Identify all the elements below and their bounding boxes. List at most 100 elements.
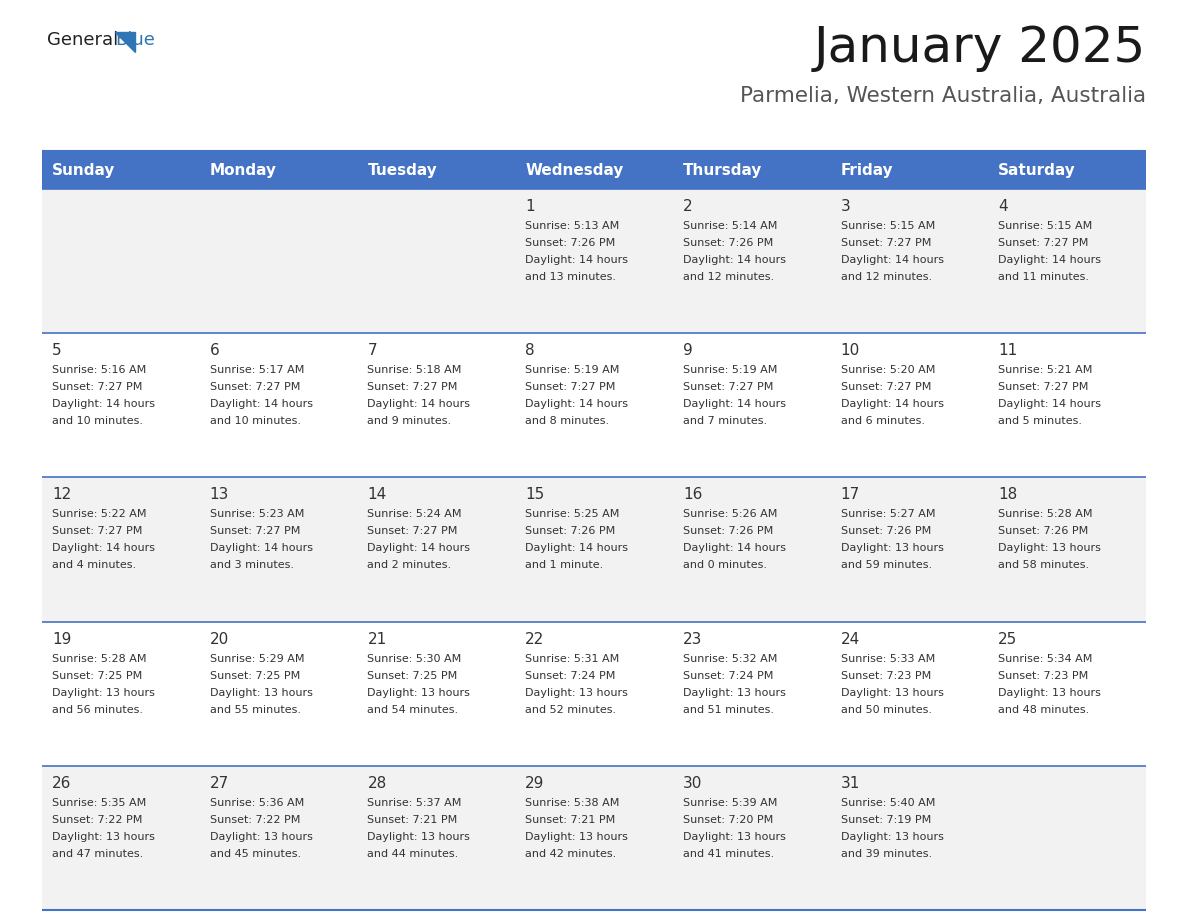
- Text: Sunset: 7:25 PM: Sunset: 7:25 PM: [210, 671, 299, 680]
- Text: Sunset: 7:21 PM: Sunset: 7:21 PM: [367, 815, 457, 824]
- Text: Daylight: 14 hours: Daylight: 14 hours: [52, 543, 154, 554]
- Text: Blue: Blue: [115, 31, 154, 49]
- Text: 8: 8: [525, 343, 535, 358]
- Text: and 3 minutes.: and 3 minutes.: [210, 560, 293, 570]
- Text: Sunset: 7:27 PM: Sunset: 7:27 PM: [52, 382, 143, 392]
- Text: Sunset: 7:26 PM: Sunset: 7:26 PM: [683, 526, 773, 536]
- Text: 10: 10: [841, 343, 860, 358]
- Text: Tuesday: Tuesday: [367, 162, 437, 177]
- Text: 18: 18: [998, 487, 1018, 502]
- Text: Friday: Friday: [841, 162, 893, 177]
- Text: Daylight: 13 hours: Daylight: 13 hours: [841, 832, 943, 842]
- Text: Sunrise: 5:33 AM: Sunrise: 5:33 AM: [841, 654, 935, 664]
- Text: Daylight: 13 hours: Daylight: 13 hours: [52, 688, 154, 698]
- Text: Sunrise: 5:40 AM: Sunrise: 5:40 AM: [841, 798, 935, 808]
- Text: 14: 14: [367, 487, 386, 502]
- Text: and 48 minutes.: and 48 minutes.: [998, 705, 1089, 714]
- Text: 3: 3: [841, 199, 851, 214]
- Text: and 51 minutes.: and 51 minutes.: [683, 705, 773, 714]
- Text: Sunset: 7:26 PM: Sunset: 7:26 PM: [998, 526, 1088, 536]
- Text: Sunset: 7:27 PM: Sunset: 7:27 PM: [683, 382, 773, 392]
- Text: and 12 minutes.: and 12 minutes.: [841, 272, 931, 282]
- Text: 5: 5: [52, 343, 62, 358]
- Text: 31: 31: [841, 776, 860, 790]
- Text: Sunrise: 5:16 AM: Sunrise: 5:16 AM: [52, 365, 146, 375]
- Text: Sunset: 7:26 PM: Sunset: 7:26 PM: [841, 526, 931, 536]
- Text: and 54 minutes.: and 54 minutes.: [367, 705, 459, 714]
- Text: Daylight: 13 hours: Daylight: 13 hours: [367, 832, 470, 842]
- Text: Sunrise: 5:35 AM: Sunrise: 5:35 AM: [52, 798, 146, 808]
- Text: and 11 minutes.: and 11 minutes.: [998, 272, 1089, 282]
- Text: and 13 minutes.: and 13 minutes.: [525, 272, 617, 282]
- FancyBboxPatch shape: [42, 766, 1146, 910]
- Text: 25: 25: [998, 632, 1018, 646]
- Text: Daylight: 14 hours: Daylight: 14 hours: [998, 255, 1101, 265]
- Text: Thursday: Thursday: [683, 162, 763, 177]
- Text: and 58 minutes.: and 58 minutes.: [998, 560, 1089, 570]
- Polygon shape: [115, 32, 135, 52]
- Text: Daylight: 13 hours: Daylight: 13 hours: [683, 832, 785, 842]
- Text: Sunset: 7:27 PM: Sunset: 7:27 PM: [210, 382, 301, 392]
- Text: Sunrise: 5:22 AM: Sunrise: 5:22 AM: [52, 509, 146, 520]
- Text: 19: 19: [52, 632, 71, 646]
- Text: Daylight: 14 hours: Daylight: 14 hours: [525, 255, 628, 265]
- Text: Daylight: 13 hours: Daylight: 13 hours: [367, 688, 470, 698]
- Text: Daylight: 14 hours: Daylight: 14 hours: [683, 543, 785, 554]
- Text: and 12 minutes.: and 12 minutes.: [683, 272, 775, 282]
- Text: and 5 minutes.: and 5 minutes.: [998, 416, 1082, 426]
- Text: Sunset: 7:27 PM: Sunset: 7:27 PM: [210, 526, 301, 536]
- Text: Sunrise: 5:14 AM: Sunrise: 5:14 AM: [683, 221, 777, 231]
- Text: Daylight: 13 hours: Daylight: 13 hours: [683, 688, 785, 698]
- FancyBboxPatch shape: [42, 333, 1146, 477]
- Text: Sunrise: 5:30 AM: Sunrise: 5:30 AM: [367, 654, 462, 664]
- Text: Sunset: 7:27 PM: Sunset: 7:27 PM: [525, 382, 615, 392]
- Text: Sunrise: 5:20 AM: Sunrise: 5:20 AM: [841, 365, 935, 375]
- Text: Sunset: 7:19 PM: Sunset: 7:19 PM: [841, 815, 931, 824]
- Text: 29: 29: [525, 776, 544, 790]
- Text: Sunrise: 5:28 AM: Sunrise: 5:28 AM: [52, 654, 146, 664]
- Text: Sunrise: 5:36 AM: Sunrise: 5:36 AM: [210, 798, 304, 808]
- Text: and 45 minutes.: and 45 minutes.: [210, 849, 301, 859]
- Text: 17: 17: [841, 487, 860, 502]
- Text: and 1 minute.: and 1 minute.: [525, 560, 604, 570]
- Text: Sunrise: 5:26 AM: Sunrise: 5:26 AM: [683, 509, 777, 520]
- Text: Daylight: 13 hours: Daylight: 13 hours: [841, 543, 943, 554]
- Text: 11: 11: [998, 343, 1018, 358]
- Text: 9: 9: [683, 343, 693, 358]
- Text: Sunset: 7:26 PM: Sunset: 7:26 PM: [525, 526, 615, 536]
- Text: Sunrise: 5:29 AM: Sunrise: 5:29 AM: [210, 654, 304, 664]
- Text: Sunrise: 5:17 AM: Sunrise: 5:17 AM: [210, 365, 304, 375]
- Text: Wednesday: Wednesday: [525, 162, 624, 177]
- Text: Sunrise: 5:28 AM: Sunrise: 5:28 AM: [998, 509, 1093, 520]
- Text: Daylight: 14 hours: Daylight: 14 hours: [683, 255, 785, 265]
- Text: Daylight: 13 hours: Daylight: 13 hours: [52, 832, 154, 842]
- Text: and 52 minutes.: and 52 minutes.: [525, 705, 617, 714]
- Text: Sunset: 7:23 PM: Sunset: 7:23 PM: [841, 671, 931, 680]
- Text: Daylight: 14 hours: Daylight: 14 hours: [367, 543, 470, 554]
- Text: Sunrise: 5:34 AM: Sunrise: 5:34 AM: [998, 654, 1093, 664]
- Text: and 44 minutes.: and 44 minutes.: [367, 849, 459, 859]
- Text: Sunrise: 5:25 AM: Sunrise: 5:25 AM: [525, 509, 619, 520]
- Text: and 7 minutes.: and 7 minutes.: [683, 416, 767, 426]
- Text: and 47 minutes.: and 47 minutes.: [52, 849, 144, 859]
- Text: Sunrise: 5:18 AM: Sunrise: 5:18 AM: [367, 365, 462, 375]
- Text: Sunrise: 5:27 AM: Sunrise: 5:27 AM: [841, 509, 935, 520]
- Text: 1: 1: [525, 199, 535, 214]
- Text: and 8 minutes.: and 8 minutes.: [525, 416, 609, 426]
- Text: 20: 20: [210, 632, 229, 646]
- Text: Sunset: 7:24 PM: Sunset: 7:24 PM: [683, 671, 773, 680]
- Text: Daylight: 13 hours: Daylight: 13 hours: [210, 688, 312, 698]
- Text: Daylight: 13 hours: Daylight: 13 hours: [998, 688, 1101, 698]
- FancyBboxPatch shape: [42, 477, 1146, 621]
- Text: 4: 4: [998, 199, 1007, 214]
- Text: and 6 minutes.: and 6 minutes.: [841, 416, 924, 426]
- Text: and 10 minutes.: and 10 minutes.: [210, 416, 301, 426]
- Text: 15: 15: [525, 487, 544, 502]
- Text: 13: 13: [210, 487, 229, 502]
- Text: 16: 16: [683, 487, 702, 502]
- Text: Sunrise: 5:23 AM: Sunrise: 5:23 AM: [210, 509, 304, 520]
- FancyBboxPatch shape: [42, 189, 1146, 333]
- Text: General: General: [48, 31, 119, 49]
- Text: Sunset: 7:27 PM: Sunset: 7:27 PM: [367, 382, 457, 392]
- Text: Sunrise: 5:38 AM: Sunrise: 5:38 AM: [525, 798, 619, 808]
